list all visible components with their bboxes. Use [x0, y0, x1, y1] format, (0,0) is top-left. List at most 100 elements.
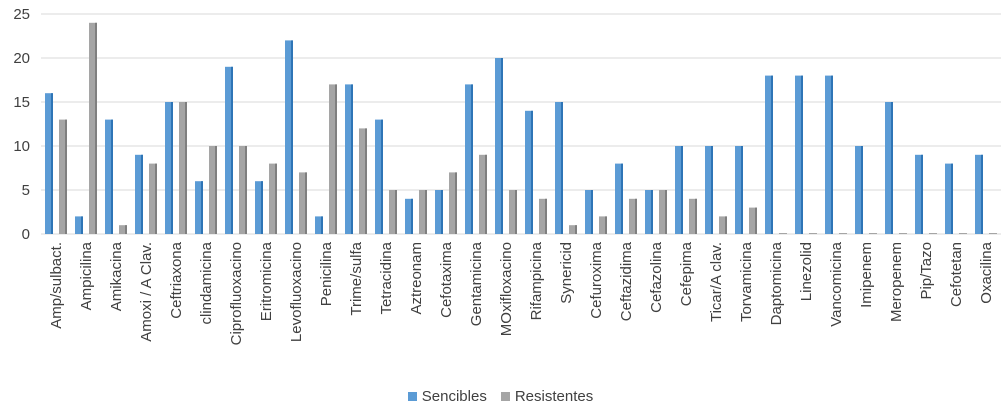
bar-edge — [81, 216, 83, 234]
bar-fill — [375, 119, 383, 234]
bar-resistentes — [839, 233, 847, 234]
bar-resistentes — [569, 225, 577, 234]
bar-sencibles — [855, 146, 863, 234]
bar-sencibles — [495, 58, 503, 234]
bar-fill — [45, 93, 53, 234]
bar-edge — [381, 119, 383, 234]
x-tick-label: Amp/sulbact. — [48, 242, 65, 329]
bar-edge — [831, 75, 833, 234]
bar-resistentes — [299, 172, 307, 234]
bar-fill — [165, 102, 173, 234]
bar-fill — [75, 216, 83, 234]
bar-edge — [201, 181, 203, 234]
bar-fill — [749, 207, 757, 234]
bar-edge — [755, 207, 757, 234]
legend-item-sencibles: Sencibles — [407, 388, 487, 405]
x-tick-label: Pip/Tazo — [918, 242, 935, 300]
bar-fill — [839, 233, 847, 234]
bar-resistentes — [779, 233, 787, 234]
x-tick-label: Cefotetan — [948, 242, 965, 307]
bar-fill — [959, 233, 967, 234]
bar-fill — [779, 233, 787, 234]
bar-edge — [215, 146, 217, 234]
bar-sencibles — [405, 198, 413, 234]
bar-fill — [989, 233, 997, 234]
bar-edge — [891, 102, 893, 234]
x-tick-label: Penicilina — [318, 241, 335, 306]
bar-chart: 0 5 10 15 20 25 Amp/sulbact. Ampicilina Amikaci… — [13, 6, 1001, 345]
bar-edge — [621, 163, 623, 234]
x-tick-label: Trime/sulfa — [348, 241, 365, 315]
x-tick-label: Amikacina — [108, 241, 125, 311]
bar-fill — [329, 84, 337, 235]
bar-fill — [539, 198, 547, 234]
bar-fill — [405, 198, 413, 234]
bar-resistentes — [749, 207, 757, 234]
x-tick-label: Tetracidina — [378, 241, 395, 314]
x-tick-label: MOxifloxacino — [498, 242, 515, 336]
bar-edge — [771, 75, 773, 234]
bar-sencibles — [735, 146, 743, 234]
bar-edge — [291, 40, 293, 235]
bar-edge — [365, 128, 367, 234]
bar-fill — [59, 119, 67, 234]
x-tick-label: Cefepima — [678, 241, 695, 306]
x-tick-label: Linezolid — [798, 242, 815, 301]
bar-resistentes — [179, 102, 187, 234]
bar-fill — [689, 198, 697, 234]
bar-fill — [869, 233, 877, 234]
bar-resistentes — [599, 216, 607, 234]
bar-sencibles — [195, 181, 203, 234]
bar-edge — [261, 181, 263, 234]
bar-fill — [585, 190, 593, 234]
bar-edge — [441, 190, 443, 234]
bar-fill — [705, 146, 713, 234]
bar-edge — [351, 84, 353, 235]
bar-resistentes — [659, 190, 667, 234]
bar-fill — [179, 102, 187, 234]
y-tick-label: 0 — [22, 226, 30, 243]
bar-edge — [531, 110, 533, 234]
bar-edge — [501, 58, 503, 234]
bar-sencibles — [675, 146, 683, 234]
y-tick-label: 10 — [13, 138, 30, 155]
bar-edge — [485, 154, 487, 234]
bar-resistentes — [869, 233, 877, 234]
bar-edge — [231, 66, 233, 234]
bar-fill — [359, 128, 367, 234]
bar-edge — [95, 22, 97, 234]
x-tick-label: Rifampicina — [528, 241, 545, 320]
legend-label-resistentes: Resistentes — [514, 388, 594, 405]
x-tick-label: Cefuroxima — [588, 241, 605, 318]
bar-fill — [315, 216, 323, 234]
bar-sencibles — [255, 181, 263, 234]
bar-edge — [575, 225, 577, 234]
bar-fill — [435, 190, 443, 234]
x-axis-ticks: Amp/sulbact. Ampicilina Amikacina Amoxi / A… — [48, 241, 995, 345]
x-tick-label: Ticar/A clav. — [708, 242, 725, 322]
y-tick-label: 5 — [22, 182, 30, 199]
bar-edge — [305, 172, 307, 234]
bar-fill — [389, 190, 397, 234]
bar-sencibles — [45, 93, 53, 234]
x-tick-label: Ampicilina — [78, 241, 95, 310]
bar-edge — [185, 102, 187, 234]
bar-sencibles — [825, 75, 833, 234]
bar-resistentes — [89, 22, 97, 234]
bar-edge — [125, 225, 127, 234]
bar-fill — [299, 172, 307, 234]
bar-fill — [675, 146, 683, 234]
bar-fill — [929, 233, 937, 234]
bar-edge — [665, 190, 667, 234]
bar-sencibles — [345, 84, 353, 235]
bar-fill — [569, 225, 577, 234]
bar-fill — [465, 84, 473, 235]
bar-edge — [245, 146, 247, 234]
bar-edge — [455, 172, 457, 234]
bar-fill — [209, 146, 217, 234]
bar-sencibles — [105, 119, 113, 234]
bar-resistentes — [359, 128, 367, 234]
bar-edge — [321, 216, 323, 234]
bar-fill — [525, 110, 533, 234]
